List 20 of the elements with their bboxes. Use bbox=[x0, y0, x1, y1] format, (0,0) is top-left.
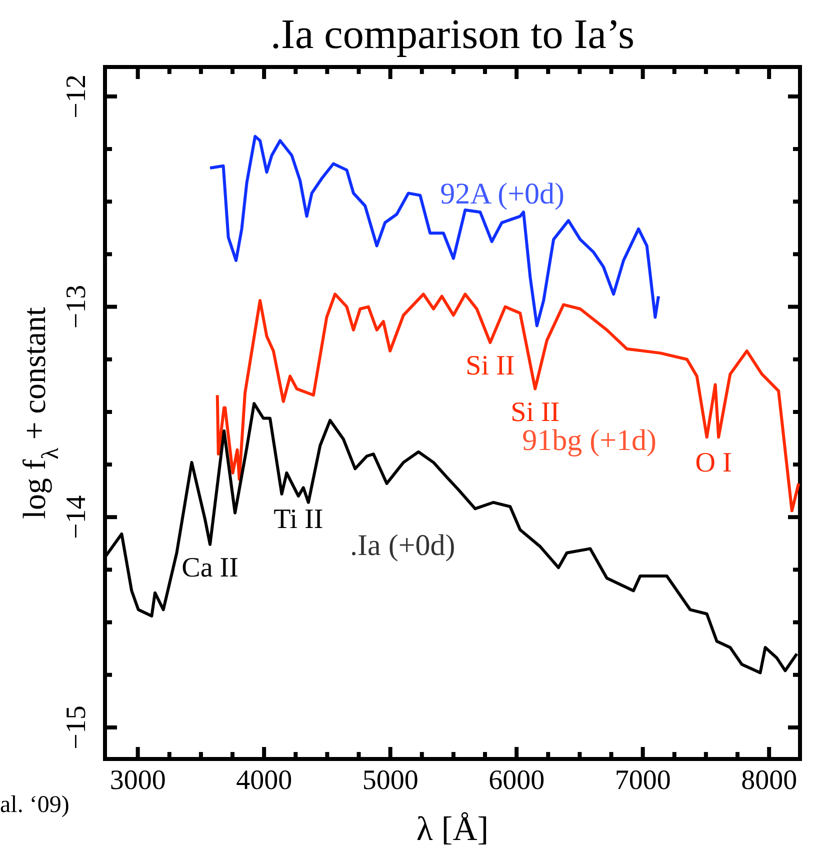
x-axis-title: λ [Å] bbox=[416, 811, 489, 848]
x-tick-label: 5000 bbox=[362, 764, 418, 796]
y-tick-label: −15 bbox=[61, 706, 92, 750]
y-tick-label: −12 bbox=[61, 74, 92, 118]
annotation: Ca II bbox=[182, 552, 238, 584]
annotation: Ti II bbox=[274, 504, 324, 536]
y-tick-label: −13 bbox=[61, 284, 92, 329]
text: al. ‘09) bbox=[0, 792, 70, 818]
annotation: Si II bbox=[466, 350, 515, 382]
x-tick-label: 4000 bbox=[236, 764, 292, 796]
series-label: 92A (+0d) bbox=[440, 178, 564, 211]
x-tick-label: 3000 bbox=[110, 764, 166, 796]
line-series bbox=[208, 134, 660, 328]
x-tick-label: 7000 bbox=[614, 764, 671, 796]
y-tick-label: −14 bbox=[61, 495, 92, 540]
series-label: .Ia (+0d) bbox=[350, 528, 456, 562]
annotation: O I bbox=[695, 447, 732, 478]
x-tick-label: 6000 bbox=[488, 764, 545, 796]
x-tick-label: 8000 bbox=[741, 764, 798, 796]
chart-title: .Ia comparison to Ia’s bbox=[270, 12, 634, 58]
